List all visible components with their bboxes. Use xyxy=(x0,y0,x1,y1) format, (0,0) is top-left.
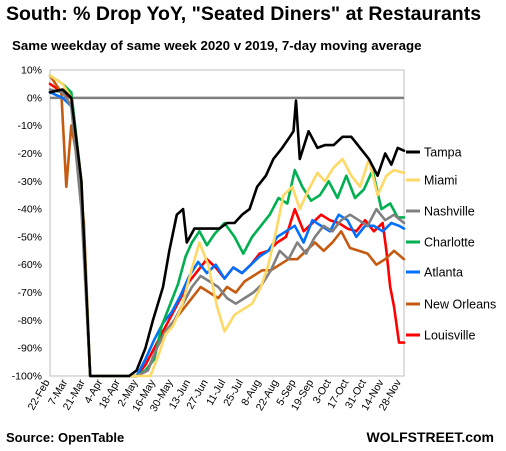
y-tick-label: -50% xyxy=(17,231,42,243)
series-line-miami xyxy=(48,74,406,378)
series-line-tampa xyxy=(48,88,406,378)
series-line-atlanta xyxy=(48,91,406,378)
series-line-louisville xyxy=(48,82,406,378)
y-tick-label: -20% xyxy=(17,148,42,160)
x-tick-label: 22-Feb xyxy=(26,377,53,412)
legend-label-charlotte: Charlotte xyxy=(424,236,475,250)
y-axis: 10% 0% -10% -20% -30% -40% -50% -60% -70% -80% -90… xyxy=(12,65,404,383)
legend-label-atlanta: Atlanta xyxy=(424,266,463,280)
series-lines xyxy=(48,74,406,378)
legend-label-new-orleans: New Orleans xyxy=(424,298,496,312)
y-tick-label: -70% xyxy=(17,287,42,299)
brand-label: WOLFSTREET.com xyxy=(366,429,494,445)
legend-label-tampa: Tampa xyxy=(424,146,462,160)
y-tick-label: -100% xyxy=(12,371,42,383)
chart-title: South: % Drop YoY, "Seated Diners" at Re… xyxy=(6,3,482,25)
series-line-nashville xyxy=(48,88,406,378)
y-tick-label: -60% xyxy=(17,259,42,271)
x-axis: 22-Feb7-Mar21-Mar4-Apr18-Apr2-May16-May3… xyxy=(26,377,405,414)
legend-label-miami: Miami xyxy=(424,174,457,188)
legend: Tampa Miami Nashville Charlotte Atlanta New O… xyxy=(406,146,496,343)
y-tick-label: -10% xyxy=(17,120,42,132)
chart-subtitle: Same weekday of same week 2020 v 2019, 7… xyxy=(12,38,422,53)
legend-label-louisville: Louisville xyxy=(424,329,475,343)
y-tick-label: 0% xyxy=(27,92,42,104)
y-tick-label: -80% xyxy=(17,315,42,327)
legend-label-nashville: Nashville xyxy=(424,205,475,219)
y-tick-label: -40% xyxy=(17,204,42,216)
y-tick-label: -30% xyxy=(17,176,42,188)
source-note: Source: OpenTable xyxy=(6,430,125,445)
y-tick-label: 10% xyxy=(21,65,42,77)
y-tick-label: -90% xyxy=(17,343,42,355)
